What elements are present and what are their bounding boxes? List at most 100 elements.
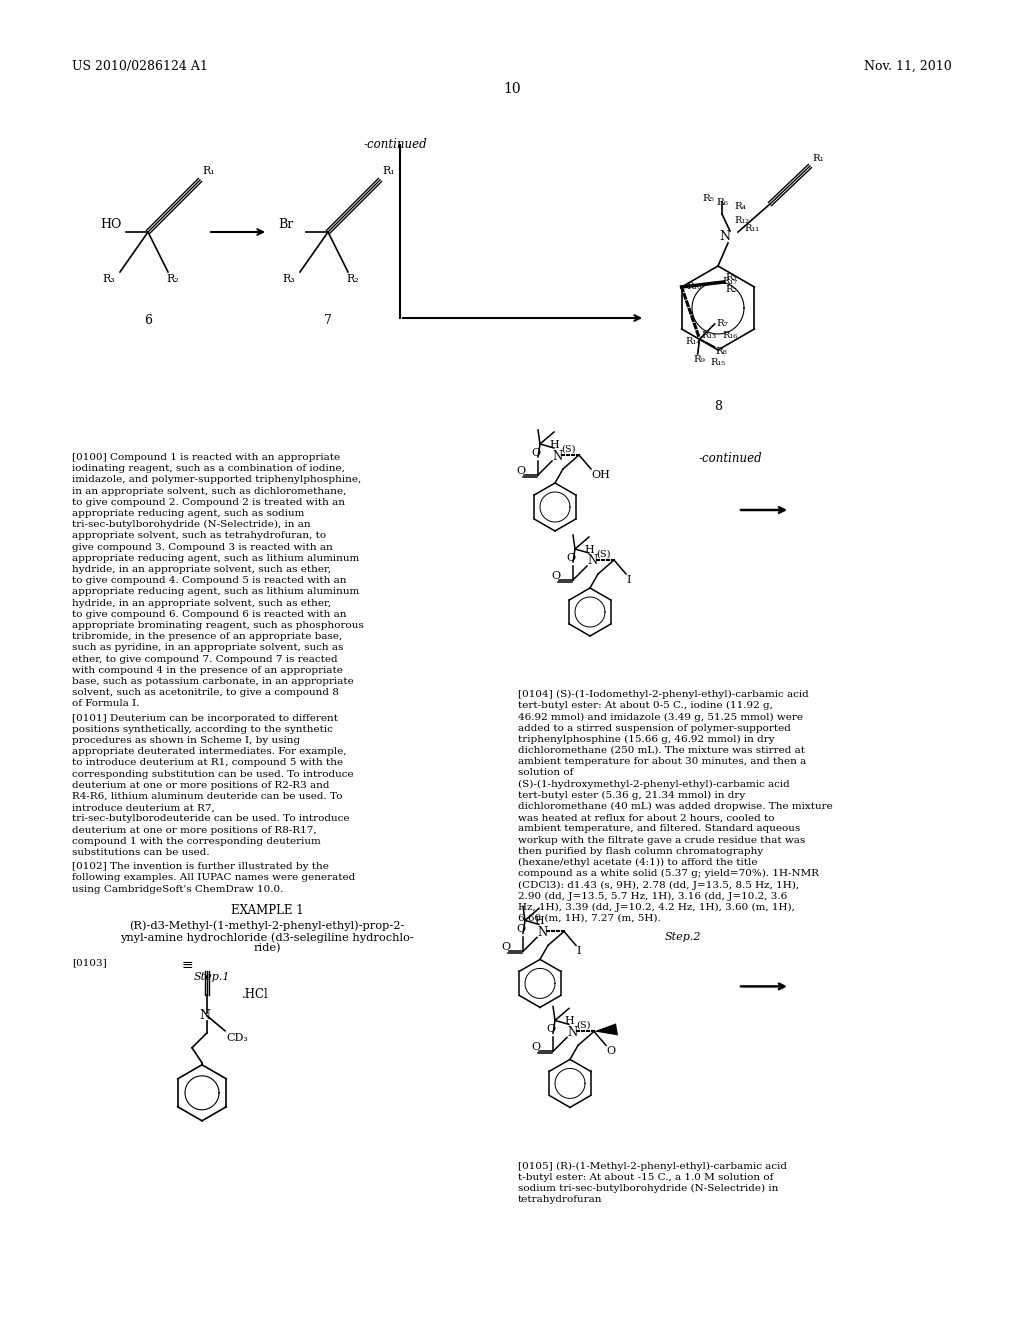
Text: (S)-(1-hydroxymethyl-2-phenyl-ethyl)-carbamic acid: (S)-(1-hydroxymethyl-2-phenyl-ethyl)-car… [518,780,790,789]
Text: H: H [584,545,594,554]
Text: following examples. All IUPAC names were generated: following examples. All IUPAC names were… [72,874,355,882]
Text: Nov. 11, 2010: Nov. 11, 2010 [864,59,952,73]
Text: of Formula I.: of Formula I. [72,700,139,709]
Text: compound 1 with the corresponding deuterium: compound 1 with the corresponding deuter… [72,837,321,846]
Text: tert-butyl ester (5.36 g, 21.34 mmol) in dry: tert-butyl ester (5.36 g, 21.34 mmol) in… [518,791,745,800]
Text: N: N [587,554,597,568]
Text: O: O [551,572,560,581]
Text: added to a stirred suspension of polymer-supported: added to a stirred suspension of polymer… [518,723,791,733]
Text: I: I [626,576,631,585]
Text: 6: 6 [144,314,152,327]
Text: triphenylphosphine (15.66 g, 46.92 mmol) in dry: triphenylphosphine (15.66 g, 46.92 mmol)… [518,735,774,744]
Text: R₁₀: R₁₀ [687,282,701,290]
Text: R₆: R₆ [716,198,728,207]
Text: CD₃: CD₃ [226,1032,248,1043]
Text: R₁₁: R₁₁ [744,224,759,234]
Text: then purified by flash column chromatography: then purified by flash column chromatogr… [518,847,763,855]
Text: using CambridgeSoft's ChemDraw 10.0.: using CambridgeSoft's ChemDraw 10.0. [72,884,284,894]
Text: Step.1: Step.1 [194,972,230,982]
Text: O: O [547,1024,556,1035]
Text: R₁₆: R₁₆ [722,331,737,341]
Text: with compound 4 in the presence of an appropriate: with compound 4 in the presence of an ap… [72,665,343,675]
Text: [0102] The invention is further illustrated by the: [0102] The invention is further illustra… [72,862,329,871]
Text: workup with the filtrate gave a crude residue that was: workup with the filtrate gave a crude re… [518,836,805,845]
Text: Hz, 1H), 3.39 (dd, J=10.2, 4.2 Hz, 1H), 3.60 (m, 1H),: Hz, 1H), 3.39 (dd, J=10.2, 4.2 Hz, 1H), … [518,903,795,912]
Text: -continued: -continued [698,451,762,465]
Text: O: O [501,942,510,953]
Text: Br: Br [278,219,293,231]
Text: tri-sec-butylborohydride (N-Selectride), in an: tri-sec-butylborohydride (N-Selectride),… [72,520,310,529]
Text: [0103]: [0103] [72,958,106,968]
Text: deuterium at one or more positions of R2-R3 and: deuterium at one or more positions of R2… [72,781,330,789]
Text: R4-R6, lithium aluminum deuteride can be used. To: R4-R6, lithium aluminum deuteride can be… [72,792,342,801]
Text: corresponding substitution can be used. To introduce: corresponding substitution can be used. … [72,770,353,779]
Text: N: N [720,231,730,243]
Text: O: O [531,447,541,458]
Text: tribromide, in the presence of an appropriate base,: tribromide, in the presence of an approp… [72,632,342,642]
Text: ynyl-amine hydrochloride (d3-selegiline hydrochlo-: ynyl-amine hydrochloride (d3-selegiline … [120,932,414,942]
Text: -continued: -continued [364,139,427,150]
Text: (R)-d3-Methyl-(1-methyl-2-phenyl-ethyl)-prop-2-: (R)-d3-Methyl-(1-methyl-2-phenyl-ethyl)-… [129,921,404,932]
Text: 10: 10 [503,82,521,96]
Text: R₁: R₁ [382,166,394,176]
Text: appropriate reducing agent, such as sodium: appropriate reducing agent, such as sodi… [72,510,304,517]
Text: [0101] Deuterium can be incorporated to different: [0101] Deuterium can be incorporated to … [72,714,338,722]
Text: US 2010/0286124 A1: US 2010/0286124 A1 [72,59,208,73]
Text: 7: 7 [324,314,332,327]
Text: OH: OH [591,470,610,480]
Text: R₄: R₄ [734,202,745,211]
Text: tri-sec-butylborodeuteride can be used. To introduce: tri-sec-butylborodeuteride can be used. … [72,814,349,824]
Text: I: I [575,946,581,957]
Text: dichloromethane (40 mL) was added dropwise. The mixture: dichloromethane (40 mL) was added dropwi… [518,803,833,810]
Text: 46.92 mmol) and imidazole (3.49 g, 51.25 mmol) were: 46.92 mmol) and imidazole (3.49 g, 51.25… [518,713,803,722]
Text: R₁₂: R₁₂ [734,216,749,224]
Text: compound as a white solid (5.37 g; yield=70%). 1H-NMR: compound as a white solid (5.37 g; yield… [518,869,819,878]
Text: H: H [534,916,544,927]
Text: sodium tri-sec-butylborohydride (N-Selectride) in: sodium tri-sec-butylborohydride (N-Selec… [518,1184,778,1193]
Text: procedures as shown in Scheme I, by using: procedures as shown in Scheme I, by usin… [72,737,300,744]
Text: ether, to give compound 7. Compound 7 is reacted: ether, to give compound 7. Compound 7 is… [72,655,338,664]
Text: R₁₇: R₁₇ [722,277,737,286]
Text: (S): (S) [596,549,610,558]
Text: O: O [531,1043,540,1052]
Text: positions synthetically, according to the synthetic: positions synthetically, according to th… [72,725,333,734]
Text: Step.2: Step.2 [665,932,701,942]
Text: to give compound 6. Compound 6 is reacted with an: to give compound 6. Compound 6 is reacte… [72,610,346,619]
Text: in an appropriate solvent, such as dichloromethane,: in an appropriate solvent, such as dichl… [72,487,346,495]
Text: t-butyl ester: At about -15 C., a 1.0 M solution of: t-butyl ester: At about -15 C., a 1.0 M … [518,1172,773,1181]
Text: O: O [606,1047,615,1056]
Text: R₂: R₂ [346,275,358,284]
Text: R₈: R₈ [716,347,727,356]
Text: imidazole, and polymer-supported triphenylphosphine,: imidazole, and polymer-supported triphen… [72,475,361,484]
Text: R₃: R₃ [282,275,295,284]
Text: deuterium at one or more positions of R8-R17,: deuterium at one or more positions of R8… [72,825,316,834]
Text: dichloromethane (250 mL). The mixture was stirred at: dichloromethane (250 mL). The mixture wa… [518,746,805,755]
Text: [0100] Compound 1 is reacted with an appropriate: [0100] Compound 1 is reacted with an app… [72,453,340,462]
Text: give compound 3. Compound 3 is reacted with an: give compound 3. Compound 3 is reacted w… [72,543,333,552]
Text: EXAMPLE 1: EXAMPLE 1 [230,904,303,917]
Text: 2.90 (dd, J=13.5, 5.7 Hz, 1H), 3.16 (dd, J=10.2, 3.6: 2.90 (dd, J=13.5, 5.7 Hz, 1H), 3.16 (dd,… [518,891,787,900]
Text: ≡: ≡ [181,958,193,972]
Text: HO: HO [100,219,122,231]
Text: R₁: R₁ [202,166,215,176]
Text: introduce deuterium at R7,: introduce deuterium at R7, [72,803,215,812]
Text: N: N [200,1010,211,1022]
Text: R₁: R₁ [812,154,824,162]
Text: 8: 8 [714,400,722,413]
Text: to give compound 2. Compound 2 is treated with an: to give compound 2. Compound 2 is treate… [72,498,345,507]
Text: appropriate brominating reagent, such as phosphorous: appropriate brominating reagent, such as… [72,620,364,630]
Text: H: H [549,440,559,450]
Text: (CDCl3): d1.43 (s, 9H), 2.78 (dd, J=13.5, 8.5 Hz, 1H),: (CDCl3): d1.43 (s, 9H), 2.78 (dd, J=13.5… [518,880,799,890]
Text: (S): (S) [561,445,575,454]
Text: solvent, such as acetonitrile, to give a compound 8: solvent, such as acetonitrile, to give a… [72,688,339,697]
Text: R₅: R₅ [702,194,714,203]
Text: H: H [564,1016,573,1027]
Text: ride): ride) [253,944,281,953]
Text: ambient temperature for about 30 minutes, and then a: ambient temperature for about 30 minutes… [518,758,806,766]
Text: O: O [516,466,525,477]
Text: N: N [567,1026,578,1039]
Polygon shape [594,1023,618,1035]
Text: iodinating reagent, such as a combination of iodine,: iodinating reagent, such as a combinatio… [72,465,345,473]
Text: tert-butyl ester: At about 0-5 C., iodine (11.92 g,: tert-butyl ester: At about 0-5 C., iodin… [518,701,773,710]
Text: solution of: solution of [518,768,573,777]
